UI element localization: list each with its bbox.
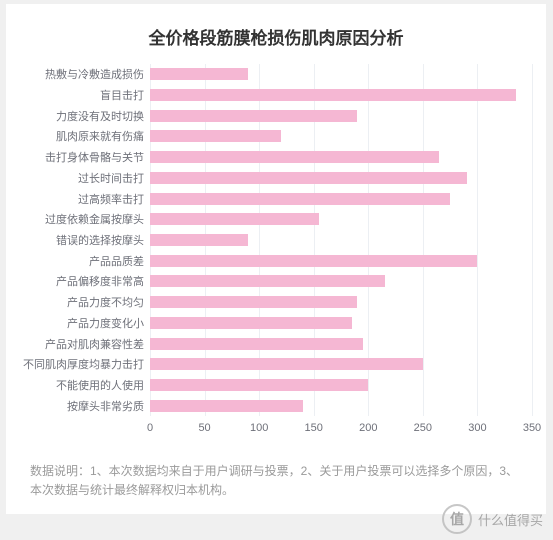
x-axis-labels: 050100150200250300350 xyxy=(150,422,532,438)
y-tick-label: 过度依赖金属按摩头 xyxy=(45,211,144,227)
y-tick-label: 不能使用的人使用 xyxy=(56,377,144,393)
bar xyxy=(150,338,363,350)
y-tick-label: 过长时间击打 xyxy=(78,170,144,186)
chart-card: 全价格段筋膜枪损伤肌肉原因分析 热敷与冷敷造成损伤盲目击打力度没有及时切换肌肉原… xyxy=(6,4,546,514)
y-tick-label: 力度没有及时切换 xyxy=(56,108,144,124)
bar xyxy=(150,193,450,205)
y-tick-label: 击打身体骨骼与关节 xyxy=(45,149,144,165)
watermark-icon: 值 xyxy=(442,504,472,534)
x-tick-label: 100 xyxy=(250,422,268,434)
chart-area xyxy=(150,64,532,416)
x-tick-label: 300 xyxy=(468,422,486,434)
bar xyxy=(150,68,248,80)
x-tick-label: 0 xyxy=(147,422,153,434)
chart-plot: 热敷与冷敷造成损伤盲目击打力度没有及时切换肌肉原来就有伤痛击打身体骨骼与关节过长… xyxy=(18,64,534,444)
chart-title: 全价格段筋膜枪损伤肌肉原因分析 xyxy=(6,4,546,55)
y-tick-label: 产品力度不均匀 xyxy=(67,294,144,310)
bar xyxy=(150,358,423,370)
bar xyxy=(150,110,357,122)
y-tick-label: 产品偏移度非常高 xyxy=(56,273,144,289)
y-tick-label: 热敷与冷敷造成损伤 xyxy=(45,66,144,82)
bar xyxy=(150,151,439,163)
x-tick-label: 200 xyxy=(359,422,377,434)
y-tick-label: 按摩头非常劣质 xyxy=(67,398,144,414)
y-tick-label: 产品品质差 xyxy=(89,253,144,269)
watermark-text: 什么值得买 xyxy=(478,510,543,529)
bar xyxy=(150,213,319,225)
x-tick-label: 250 xyxy=(414,422,432,434)
y-tick-label: 不同肌肉厚度均暴力击打 xyxy=(23,356,144,372)
bar xyxy=(150,317,352,329)
footer-note: 数据说明：1、本次数据均来自于用户调研与投票，2、关于用户投票可以选择多个原因，… xyxy=(30,462,522,500)
bar xyxy=(150,296,357,308)
y-tick-label: 盲目击打 xyxy=(100,87,144,103)
y-tick-label: 产品力度变化小 xyxy=(67,315,144,331)
gridline xyxy=(423,64,424,416)
y-tick-label: 产品对肌肉兼容性差 xyxy=(45,336,144,352)
bar xyxy=(150,400,303,412)
bar xyxy=(150,172,467,184)
y-axis-labels: 热敷与冷敷造成损伤盲目击打力度没有及时切换肌肉原来就有伤痛击打身体骨骼与关节过长… xyxy=(18,64,150,444)
gridline xyxy=(477,64,478,416)
bar xyxy=(150,89,516,101)
bar xyxy=(150,255,477,267)
bar xyxy=(150,379,368,391)
watermark: 值 什么值得买 xyxy=(442,504,543,534)
x-tick-label: 150 xyxy=(305,422,323,434)
bar xyxy=(150,275,385,287)
y-tick-label: 错误的选择按摩头 xyxy=(56,232,144,248)
bar xyxy=(150,234,248,246)
y-tick-label: 过高频率击打 xyxy=(78,191,144,207)
x-tick-label: 50 xyxy=(198,422,210,434)
x-tick-label: 350 xyxy=(523,422,541,434)
bar xyxy=(150,130,281,142)
y-tick-label: 肌肉原来就有伤痛 xyxy=(56,128,144,144)
gridline xyxy=(532,64,533,416)
